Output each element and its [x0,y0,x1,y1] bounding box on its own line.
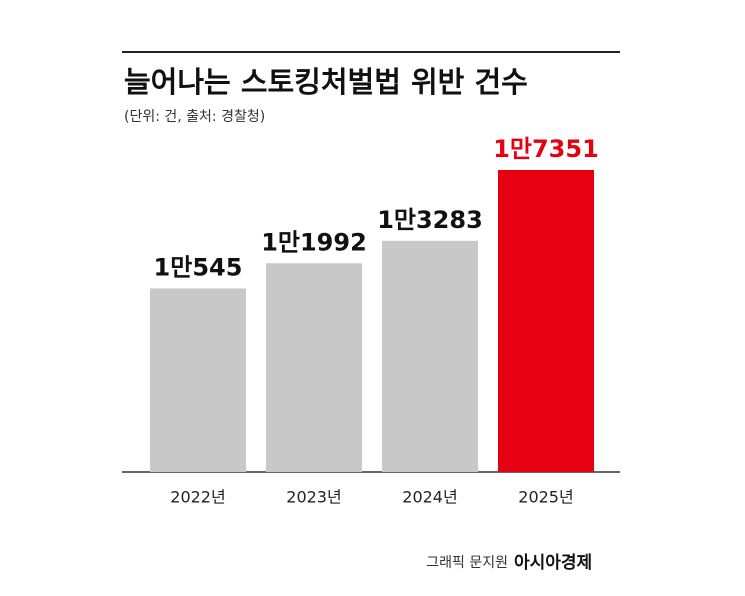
credit: 그래픽 문지원 [426,555,508,571]
value-label: 1만545 [154,253,243,281]
bar [150,288,246,472]
x-tick-label: 2022년 [170,488,225,507]
bar [266,263,362,472]
x-tick-label: 2025년 [518,488,573,507]
value-label: 1만1992 [261,228,367,256]
brand: 아시아경제 [514,553,592,573]
value-label: 1만7351 [493,135,599,163]
bar [382,240,478,472]
x-tick-label: 2023년 [286,488,341,507]
x-tick-label: 2024년 [402,488,457,507]
bar [498,170,594,472]
chart-title: 늘어나는 스토킹처벌법 위반 건수 [124,65,528,99]
chart-subtitle: (단위: 건, 출처: 경찰청) [124,109,265,125]
value-label: 1만3283 [377,206,483,234]
